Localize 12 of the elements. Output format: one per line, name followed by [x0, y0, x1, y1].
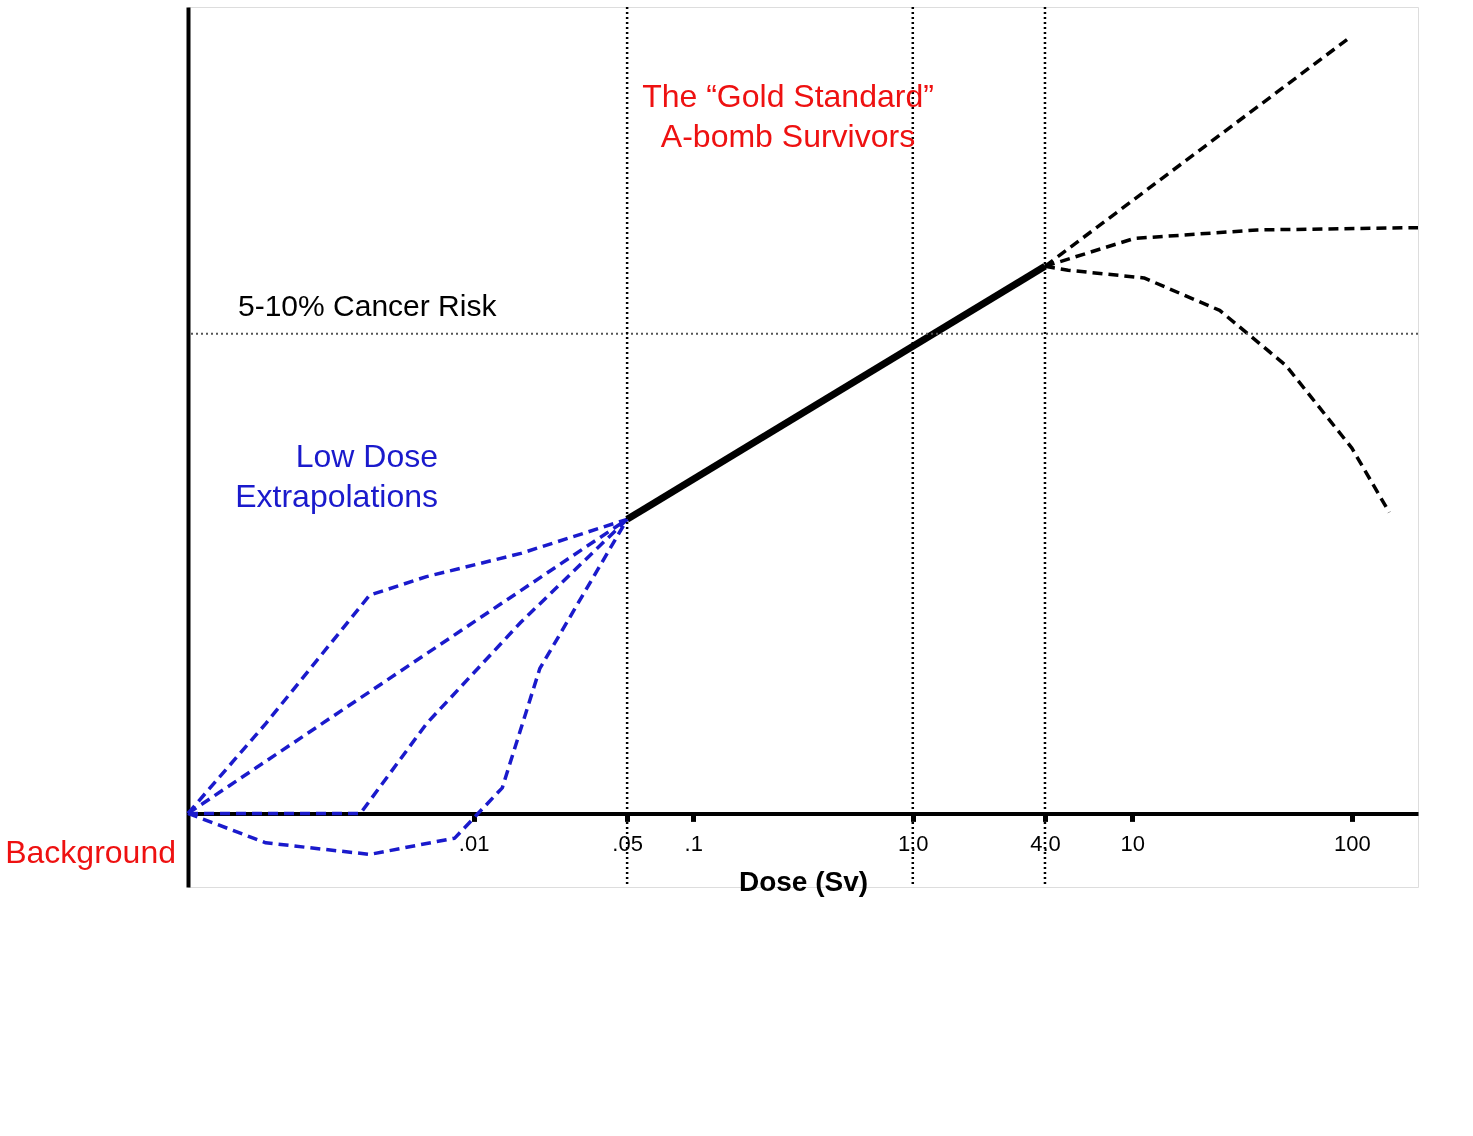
x-tick-label: 1.0: [897, 830, 929, 856]
x-tick-label: .01: [458, 830, 490, 856]
annotation: Background: [5, 834, 176, 871]
annotation: Low Dose Extrapolations: [235, 438, 438, 514]
x-tick-label: 10: [1120, 830, 1146, 856]
annotation: The “Gold Standard” A-bomb Survivors: [642, 78, 934, 154]
x-tick-label: 4.0: [1030, 830, 1061, 856]
x-axis-title: Dose (Sv): [738, 865, 869, 897]
ref-line-label: 5-10% Cancer Risk: [238, 288, 498, 322]
x-tick-label: .1: [684, 830, 703, 856]
x-tick-label: 100: [1334, 830, 1371, 856]
x-tick-label: .05: [612, 830, 643, 856]
